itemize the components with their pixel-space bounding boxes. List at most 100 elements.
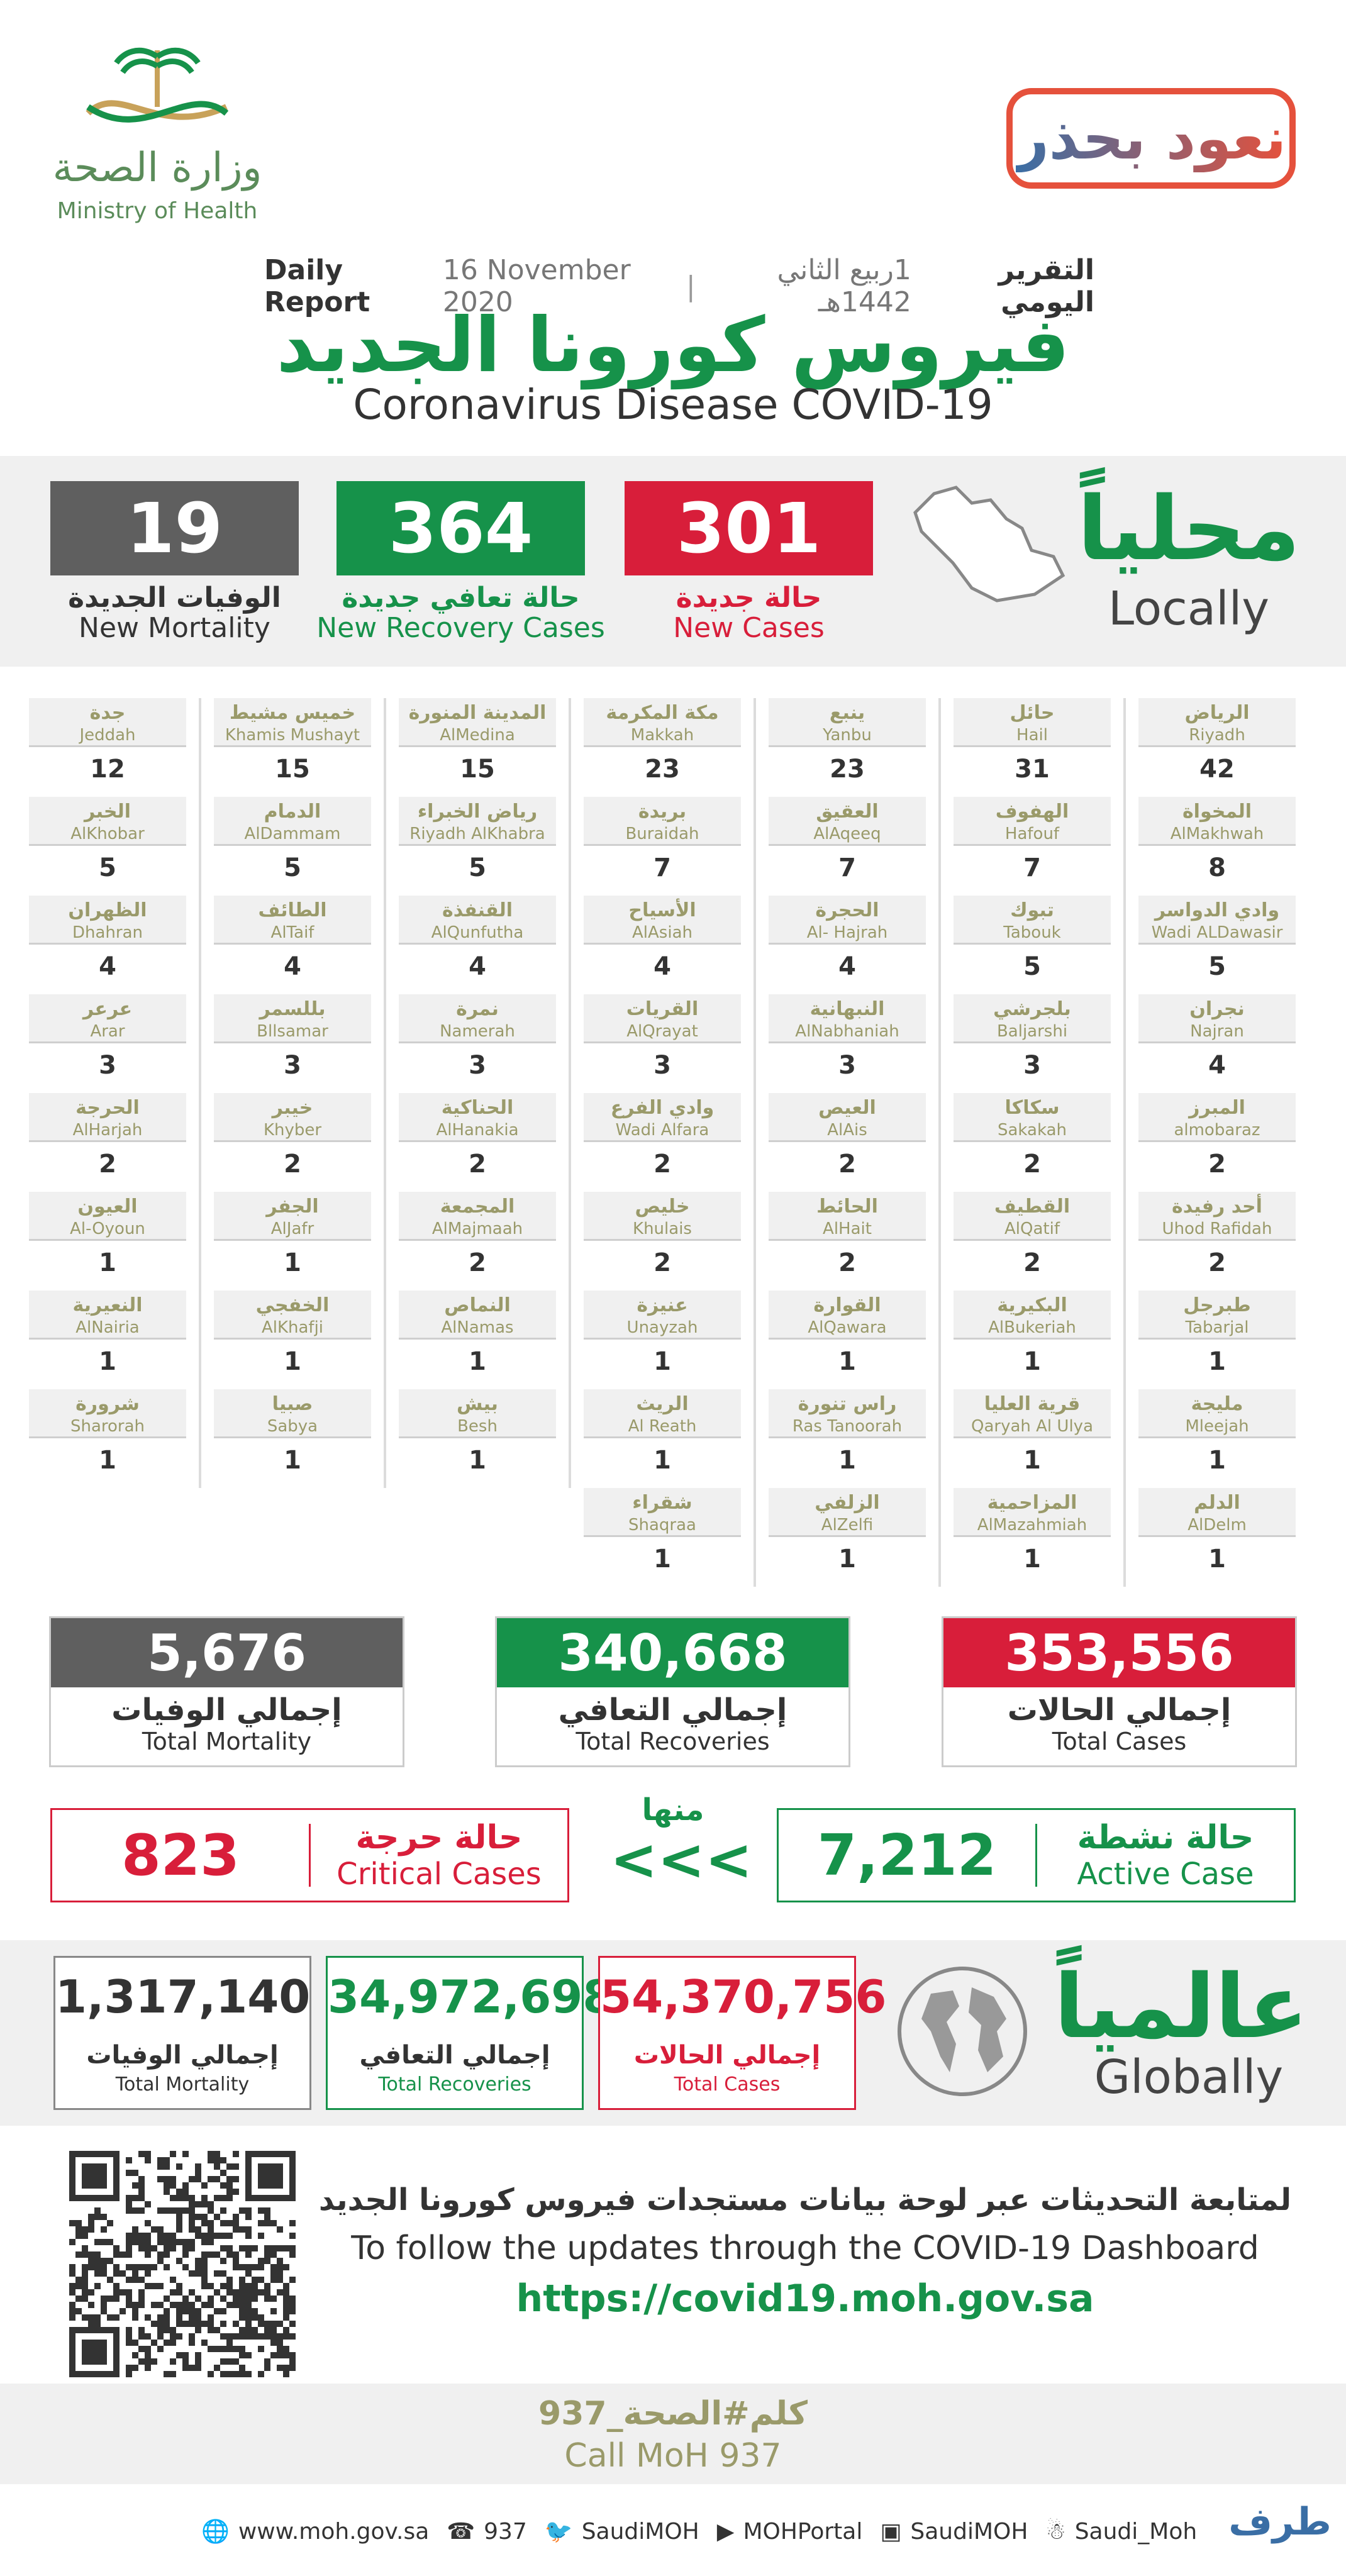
critical-cases-label-ar: حالة حرجة (355, 1819, 523, 1857)
city-cell: شرورة Sharorah 1 (29, 1389, 186, 1487)
city-name-en: AlQrayat (626, 1022, 698, 1041)
city-cases: 8 (1208, 853, 1226, 882)
city-name-en: Uhod Rafidah (1162, 1219, 1272, 1238)
city-name-en: Al-Oyoun (70, 1219, 145, 1238)
moh-name-ar: وزارة الصحة (52, 145, 262, 191)
city-name-en: Sabya (267, 1417, 318, 1436)
city-cell: الزلفي AlZelfi 1 (769, 1488, 926, 1586)
city-cell: المبرز almobaraz 2 (1138, 1093, 1296, 1191)
city-name-en: Al Reath (628, 1417, 697, 1436)
city-name: النماص AlNamas (399, 1291, 556, 1340)
new-recovery-value: 364 (336, 481, 585, 575)
city-cell: المخواة AlMakhwah 8 (1138, 797, 1296, 895)
footer-link-phone[interactable]: 937 (484, 2518, 527, 2545)
palm-swords-icon (86, 48, 229, 123)
globally-title-en: Globally (1094, 2050, 1284, 2104)
city-name-ar: الريث (636, 1393, 689, 1415)
city-cell: الرياض Riyadh 42 (1138, 698, 1296, 796)
city-name-en: AlNairia (75, 1318, 140, 1337)
city-cases: 3 (469, 1051, 486, 1080)
city-name-en: Shaqraa (628, 1516, 696, 1535)
city-name-ar: الظهران (68, 899, 147, 921)
global-mortality-value: 1,317,140 (55, 1970, 311, 2023)
city-name: الخبر AlKhobar (29, 797, 186, 846)
footer-link-instagram[interactable]: SaudiMOH (910, 2518, 1028, 2545)
city-name: الدمام AlDammam (214, 797, 371, 846)
footer-link-snapchat[interactable]: Saudi_Moh (1074, 2518, 1198, 2545)
city-name: سكاكا Sakakah (954, 1093, 1111, 1142)
new-recovery-label-en: New Recovery Cases (316, 612, 605, 644)
footer-link-youtube[interactable]: MOHPortal (743, 2518, 863, 2545)
city-name: جدة Jeddah (29, 698, 186, 747)
city-name: المخواة AlMakhwah (1138, 797, 1296, 846)
city-cell: وادي الدواسر Wadi ALDawasir 5 (1138, 896, 1296, 994)
city-name: وادي الدواسر Wadi ALDawasir (1138, 896, 1296, 945)
city-name-en: Hafouf (1004, 824, 1060, 843)
city-cell: جدة Jeddah 12 (29, 698, 186, 796)
city-name-ar: المبرز (1189, 1097, 1245, 1119)
city-cases: 1 (654, 1545, 671, 1574)
city-cases: 3 (284, 1051, 301, 1080)
twitter-icon: 🐦 (544, 2519, 573, 2545)
locally-title-en: Locally (1108, 582, 1270, 636)
city-cases: 1 (99, 1446, 116, 1475)
cities-grid: الرياض Riyadh 42 المخواة AlMakhwah 8 وادي الدو… (29, 698, 1308, 1597)
city-cases: 1 (99, 1347, 116, 1376)
city-cases: 2 (1023, 1150, 1041, 1179)
city-name: بلجرشي Baljarshi (954, 994, 1111, 1043)
report-line: Daily Report 16 November 2020 | 1ربيع ال… (264, 254, 1094, 318)
city-cell: خليص Khulais 2 (584, 1192, 741, 1290)
city-name-en: Wadi ALDawasir (1151, 923, 1283, 942)
city-name: الحناكية AlHanakia (399, 1093, 556, 1142)
footer-link-twitter[interactable]: SaudiMOH (581, 2518, 699, 2545)
critical-cases-label-en: Critical Cases (336, 1857, 542, 1892)
city-cell: القنفذة AlQunfutha 4 (399, 896, 556, 994)
report-label-ar: التقرير اليومي (998, 254, 1095, 318)
city-cases: 4 (838, 952, 856, 981)
footer-link-website[interactable]: www.moh.gov.sa (238, 2518, 430, 2545)
city-cases: 2 (284, 1150, 301, 1179)
city-name: الطائف AlTaif (214, 896, 371, 945)
city-cell: الحناكية AlHanakia 2 (399, 1093, 556, 1191)
total-mortality-label-ar: إجمالي الوفيات (111, 1692, 342, 1728)
dashboard-link[interactable]: https://covid19.moh.gov.sa (516, 2277, 1094, 2321)
city-cases: 1 (469, 1446, 486, 1475)
city-name: ينبع Yanbu (769, 698, 926, 747)
city-cell: الأسياح AlAsiah 4 (584, 896, 741, 994)
city-name: قرية العليا Qaryah Al Ulya (954, 1389, 1111, 1438)
city-name-en: Mleejah (1185, 1417, 1249, 1436)
locally-title-ar: محلياً (1077, 478, 1301, 580)
total-recoveries-label-en: Total Recoveries (576, 1728, 770, 1755)
city-name-ar: عنيزة (637, 1294, 688, 1316)
city-name-ar: الحجرة (815, 899, 879, 921)
city-name-en: AlHanakia (436, 1121, 519, 1140)
global-cases-label-en: Total Cases (674, 2074, 781, 2096)
city-name-ar: ينبع (829, 702, 865, 724)
city-name-en: AlDammam (244, 824, 341, 843)
city-name-ar: جدة (89, 702, 126, 724)
city-cases: 15 (460, 755, 495, 784)
city-name-ar: الهفوف (995, 801, 1069, 823)
city-name-ar: عرعر (82, 998, 133, 1020)
call-moh[interactable]: Call MoH 937 (564, 2437, 782, 2475)
city-cases: 4 (1208, 1051, 1226, 1080)
city-cases: 7 (1023, 853, 1041, 882)
city-cases: 1 (838, 1446, 856, 1475)
city-name: المدينة المنورة AlMedina (399, 698, 556, 747)
city-cell: بريدة Buraidah 7 (584, 797, 741, 895)
city-cell: الجفر AlJafr 1 (214, 1192, 371, 1290)
total-cases-value: 353,556 (943, 1618, 1295, 1687)
city-name: المبرز almobaraz (1138, 1093, 1296, 1142)
global-recoveries-label-en: Total Recoveries (378, 2074, 531, 2096)
city-cases: 42 (1199, 755, 1235, 784)
new-mortality-label-en: New Mortality (79, 612, 270, 644)
city-cases: 2 (1023, 1248, 1041, 1277)
city-name: نمرة Namerah (399, 994, 556, 1043)
total-mortality-label-en: Total Mortality (142, 1728, 312, 1755)
city-name-en: AlQawara (808, 1318, 887, 1337)
global-cases-value: 54,370,756 (600, 1970, 887, 2023)
total-cases-label-ar: إجمالي الحالات (1007, 1692, 1232, 1728)
city-name-en: Sakakah (998, 1121, 1067, 1140)
city-cell: صبيا Sabya 1 (214, 1389, 371, 1487)
city-name-ar: خميس مشيط (229, 702, 356, 724)
